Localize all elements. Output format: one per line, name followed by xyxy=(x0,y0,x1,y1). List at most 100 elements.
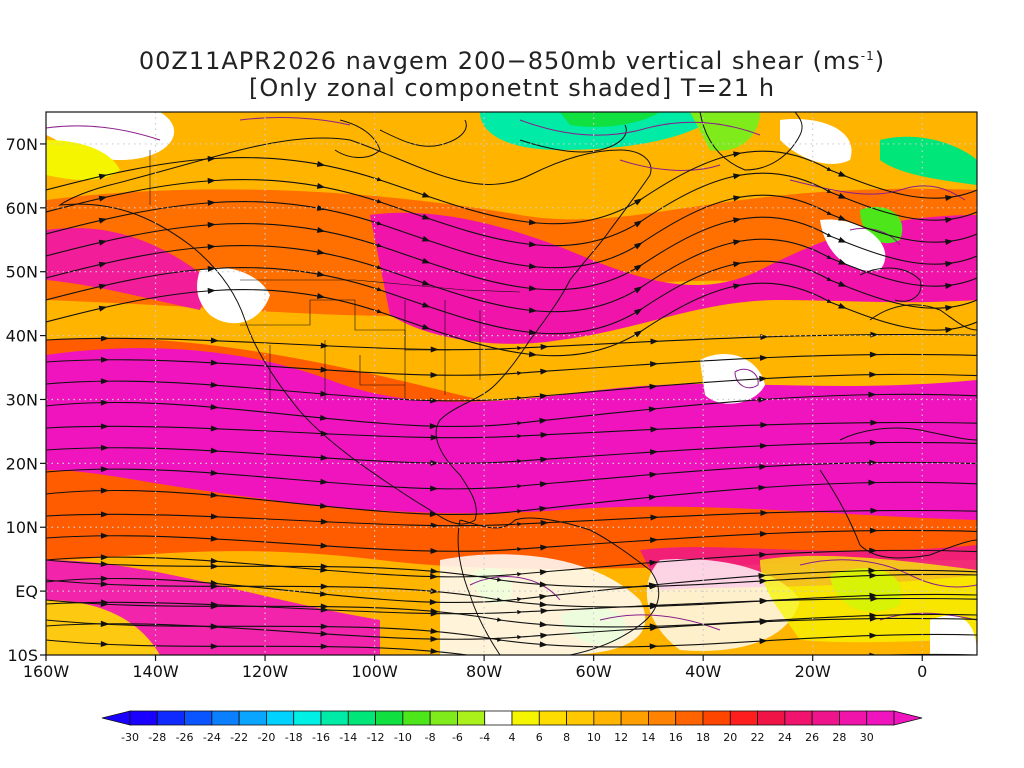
y-tick-label: 10N xyxy=(6,518,38,537)
streamline-arrow xyxy=(207,287,216,294)
colorbar-label: -12 xyxy=(367,731,385,744)
streamline-arrow xyxy=(430,573,439,580)
streamline-arrow xyxy=(98,195,108,202)
streamline-arrow xyxy=(869,459,878,466)
chart-title-line1: 00Z11APR2026 navgem 200−850mb vertical s… xyxy=(0,47,1024,75)
streamline-arrow xyxy=(539,417,548,424)
colorbar-label: 26 xyxy=(805,731,819,744)
streamline-arrow xyxy=(759,618,768,625)
y-tick-label: 30N xyxy=(6,390,38,409)
streamline-arrow xyxy=(870,419,879,426)
streamline-arrow xyxy=(210,513,219,520)
streamline-arrow xyxy=(870,507,879,514)
streamline-arrow xyxy=(98,217,108,224)
streamline xyxy=(46,639,977,655)
streamline-arrow xyxy=(540,632,549,639)
streamline-arrow xyxy=(838,192,847,199)
streamline-arrow xyxy=(540,343,549,350)
streamline-arrow xyxy=(540,456,549,463)
colorbar-label: -10 xyxy=(394,731,412,744)
streamline-arrow xyxy=(869,351,878,358)
streamline-arrow xyxy=(650,426,659,433)
colorbar-swatch xyxy=(484,710,513,726)
colorbar-swatch xyxy=(320,710,349,726)
streamline-arrow xyxy=(430,460,439,467)
streamline-arrow xyxy=(650,514,659,521)
streamline-arrow xyxy=(210,563,219,570)
streamline xyxy=(46,421,977,439)
x-tick-label: 80W xyxy=(466,662,502,681)
y-tick-label: 70N xyxy=(6,135,38,154)
streamline-arrow xyxy=(100,575,109,582)
streamline-arrow xyxy=(316,227,326,233)
streamline-arrow xyxy=(540,519,549,526)
y-axis: 70N 60N 50N 40N 30N 20N 10N EQ 10S xyxy=(6,135,46,665)
streamline-arrow xyxy=(100,466,109,473)
streamline xyxy=(46,529,977,552)
streamline-arrow xyxy=(320,366,329,373)
colorbar-label: 12 xyxy=(614,731,628,744)
streamline-arrow xyxy=(649,583,658,590)
streamline xyxy=(46,393,977,428)
streamline-arrow xyxy=(539,481,549,488)
map-field xyxy=(46,112,977,668)
streamline-arrow xyxy=(733,151,742,158)
streamline-arrow xyxy=(838,280,847,287)
graticule xyxy=(46,112,977,655)
map-frame xyxy=(45,111,978,656)
colorbar-arrow-low xyxy=(101,710,131,726)
colorbar-swatch xyxy=(347,710,376,726)
streamline-arrow xyxy=(649,643,658,650)
colorbar-swatch xyxy=(675,710,704,726)
colorbar-swatch xyxy=(620,710,649,726)
streamline-arrow xyxy=(207,155,216,162)
streamline-arrow xyxy=(759,551,768,558)
streamline-arrow xyxy=(100,444,109,451)
streamline-arrow xyxy=(98,261,108,268)
streamline-arrow xyxy=(838,258,847,265)
streamline-arrow xyxy=(540,661,548,668)
streamline-arrow xyxy=(733,239,742,246)
streamline-arrow xyxy=(838,170,847,177)
streamline-arrow xyxy=(100,560,109,567)
streamline-arrow xyxy=(650,338,659,345)
streamline-arrow xyxy=(869,592,878,599)
streamline-arrow xyxy=(100,640,109,647)
streamline-arrow xyxy=(207,243,216,250)
streamline-arrow xyxy=(868,391,877,398)
streamline-arrow xyxy=(759,442,768,449)
streamline-arrow xyxy=(649,623,658,630)
streamline-arrow xyxy=(759,530,768,537)
streamline xyxy=(46,597,977,615)
streamline xyxy=(46,441,977,464)
colorbar-label: 24 xyxy=(778,731,792,744)
streamline-arrow xyxy=(758,484,767,491)
streamline-arrow xyxy=(649,361,659,368)
colorbar-label: -28 xyxy=(148,731,166,744)
colorbar: -30 -28 -26 -24 -22 -20 -18 -16 -14 -12 -10 -8 -6 -4 4… xyxy=(101,710,923,744)
streamline-arrow xyxy=(649,537,659,544)
streamline-arrow xyxy=(98,305,108,312)
streamline xyxy=(46,549,977,578)
streamline-arrow xyxy=(759,658,767,664)
streamline-arrow xyxy=(210,359,219,366)
colorbar-swatch xyxy=(729,710,758,726)
colorbar-label: -14 xyxy=(339,731,357,744)
colorbar-swatch xyxy=(156,710,185,726)
colorbar-swatch xyxy=(566,710,595,726)
streamline-arrow xyxy=(316,293,326,299)
y-tick-label: 60N xyxy=(6,199,38,218)
y-tick-label: 50N xyxy=(6,263,38,282)
x-tick-label: 160W xyxy=(23,662,70,681)
streamline-arrow xyxy=(100,511,109,518)
streamline-arrow xyxy=(100,554,109,561)
streamline-arrow xyxy=(430,636,439,643)
colorbar-label: 16 xyxy=(669,731,683,744)
colorbar-label: 30 xyxy=(860,731,874,744)
streamline-arrow xyxy=(869,632,878,639)
streamline-arrow xyxy=(430,588,439,595)
streamline-arrow xyxy=(320,390,329,397)
streamline-arrow xyxy=(868,479,877,486)
colorbar-arrow-high xyxy=(893,710,923,726)
